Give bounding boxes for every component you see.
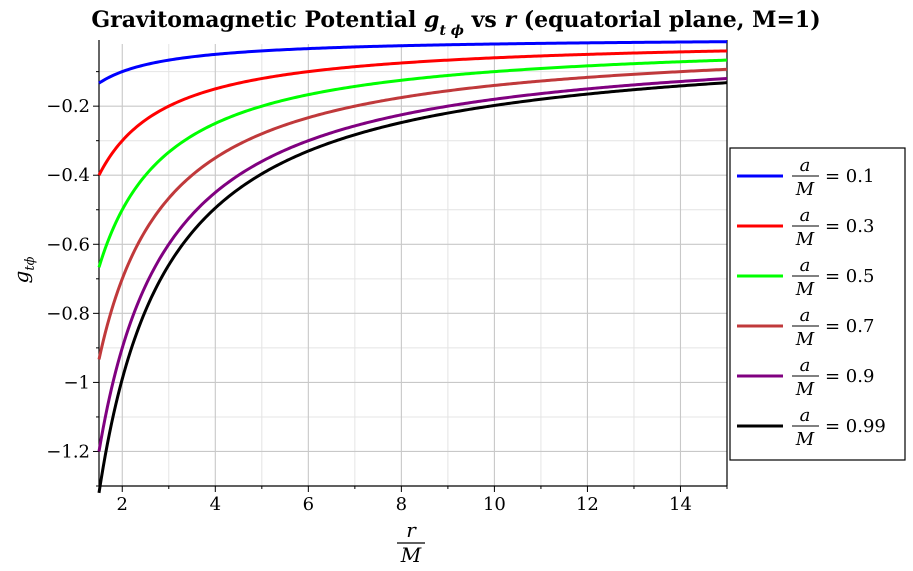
y-axis-label: gtϕ	[9, 256, 38, 283]
series-line-a-0.3	[97, 49, 728, 176]
legend-fraction-numerator: a	[800, 155, 811, 176]
series-line-a-0.7	[97, 67, 728, 360]
legend-label: = 0.99	[825, 416, 886, 437]
legend-entry: aM = 0.99	[737, 405, 886, 450]
series-lines	[97, 40, 728, 494]
legend-fraction-denominator: M	[795, 279, 815, 300]
chart-title-prefix: Gravitomagnetic Potential	[91, 7, 424, 33]
legend-fraction-denominator: M	[795, 379, 815, 400]
series-line-a-0.5	[97, 58, 728, 268]
legend-label: = 0.7	[825, 316, 874, 337]
x-tick-label: 14	[669, 494, 692, 515]
y-axis-symbol: g	[9, 271, 33, 284]
chart-title: Gravitomagnetic Potential gt ϕ vs r (equ…	[91, 7, 820, 39]
legend-fraction-numerator: a	[800, 205, 811, 226]
x-tick-label: 8	[396, 494, 407, 515]
x-tick-label: 10	[483, 494, 506, 515]
legend-entry: aM = 0.7	[737, 305, 874, 350]
legend-fraction-numerator: a	[800, 405, 811, 426]
x-tick-label: 4	[210, 494, 221, 515]
legend-entry: aM = 0.1	[737, 155, 874, 200]
plot-axes	[98, 40, 728, 487]
chart-title-variable: r	[504, 7, 517, 33]
y-tick-label: −0.6	[46, 234, 90, 255]
series-line-a-0.9	[97, 77, 728, 452]
series-line-a-0.99	[97, 81, 728, 494]
y-tick-label: −1	[63, 372, 90, 393]
legend-entry: aM = 0.9	[737, 355, 874, 400]
x-tick-label: 2	[117, 494, 128, 515]
y-tick-label: −0.8	[46, 303, 90, 324]
legend-fraction-denominator: M	[795, 329, 815, 350]
grid-lines	[99, 44, 728, 487]
chart-title-suffix: (equatorial plane, M=1)	[516, 7, 821, 33]
legend-fraction-numerator: a	[800, 255, 811, 276]
legend-entry: aM = 0.3	[737, 205, 874, 250]
series-line-a-0.1	[98, 40, 728, 85]
legend-label: = 0.3	[825, 216, 874, 237]
x-tick-label: 12	[576, 494, 599, 515]
legend-fraction-denominator: M	[795, 429, 815, 450]
legend-fraction-denominator: M	[795, 229, 815, 250]
tick-labels: 2 4 6 8 10 12 14 −0.2 −0.4 −0.6 −0.8 −1 −1.2	[46, 96, 692, 515]
x-axis-numerator: r	[406, 518, 417, 542]
chart-title-middle: vs	[464, 7, 505, 33]
chart-title-symbol: g	[424, 7, 439, 33]
legend-fraction-denominator: M	[795, 179, 815, 200]
legend-fraction-numerator: a	[800, 355, 811, 376]
y-axis-subscript: tϕ	[23, 256, 38, 270]
y-tick-label: −1.2	[46, 441, 90, 462]
y-tick-label: −0.2	[46, 96, 90, 117]
x-axis-label: r M	[397, 518, 425, 567]
legend-label: = 0.1	[825, 166, 874, 187]
legend-entry: aM = 0.5	[737, 255, 874, 300]
x-tick-label: 6	[303, 494, 314, 515]
legend-label: = 0.5	[825, 266, 874, 287]
y-tick-label: −0.4	[46, 165, 90, 186]
legend-fraction-numerator: a	[800, 305, 811, 326]
legend: aM= 0.1aM= 0.3aM= 0.5aM= 0.7aM= 0.9aM= 0…	[737, 155, 886, 450]
chart-title-subscript: t ϕ	[439, 23, 464, 39]
legend-box	[729, 147, 906, 461]
x-axis-denominator: M	[400, 543, 422, 567]
tick-marks	[93, 71, 728, 492]
legend-label: = 0.9	[825, 366, 874, 387]
